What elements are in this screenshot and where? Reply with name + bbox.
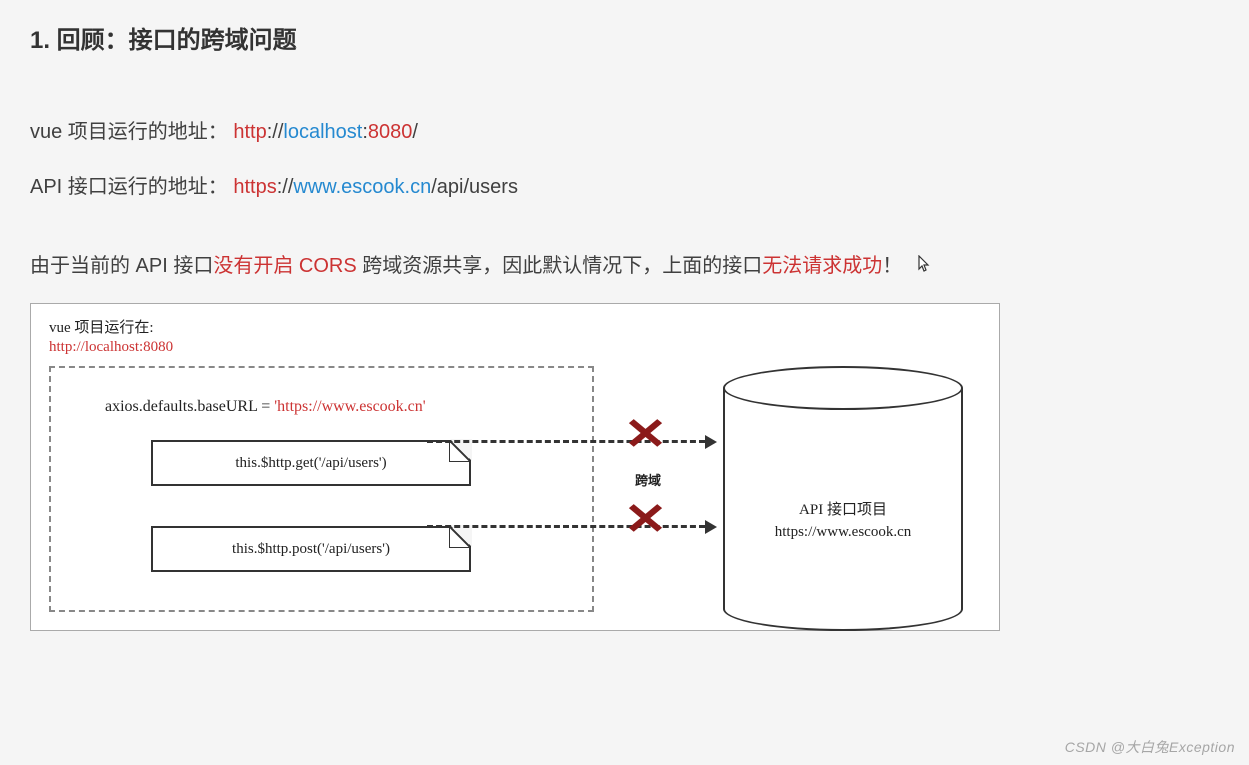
- axios-config: axios.defaults.baseURL = 'https://www.es…: [105, 398, 426, 416]
- request-card-post: this.$http.post('/api/users'): [151, 526, 471, 572]
- scheme: http: [233, 121, 266, 143]
- scheme: https: [233, 176, 276, 198]
- card-body: this.$http.post('/api/users'): [151, 526, 471, 572]
- port: 8080: [368, 121, 413, 143]
- card-text: this.$http.post('/api/users'): [232, 541, 390, 558]
- cross-domain-label: 跨域: [635, 470, 661, 489]
- card-text: this.$http.get('/api/users'): [235, 455, 386, 472]
- tail: /: [412, 121, 418, 143]
- client-box: axios.defaults.baseURL = 'https://www.es…: [49, 366, 594, 612]
- label: vue 项目运行的地址：: [30, 121, 228, 143]
- sep: ://: [267, 121, 284, 143]
- text: 跨域资源共享，因此默认情况下，上面的接口: [357, 255, 763, 277]
- axios-prefix: axios.defaults.baseURL =: [105, 398, 274, 415]
- diagram-frame: vue 项目运行在: http://localhost:8080 axios.d…: [30, 303, 1000, 631]
- fold-line-icon: [449, 526, 471, 548]
- emphasis: 无法请求成功: [762, 255, 882, 277]
- server-text: API 接口项目 https://www.escook.cn: [723, 499, 963, 544]
- fold-line-icon: [449, 440, 471, 462]
- vue-run-url: http://localhost:8080: [49, 339, 981, 356]
- axios-url: 'https://www.escook.cn': [274, 398, 425, 415]
- cross-icon: ✕: [623, 494, 667, 545]
- server-cylinder: API 接口项目 https://www.escook.cn: [723, 366, 963, 631]
- host: localhost: [283, 121, 362, 143]
- server-title: API 接口项目: [723, 499, 963, 522]
- server-url: https://www.escook.cn: [723, 521, 963, 544]
- request-card-get: this.$http.get('/api/users'): [151, 440, 471, 486]
- arrow-head-icon: [705, 520, 717, 534]
- text: ！: [882, 255, 902, 277]
- explanation-line: 由于当前的 API 接口没有开启 CORS 跨域资源共享，因此默认情况下，上面的…: [30, 249, 1219, 278]
- cursor-icon: [918, 255, 932, 278]
- tail: /api/users: [431, 176, 518, 198]
- card-body: this.$http.get('/api/users'): [151, 440, 471, 486]
- cylinder-top: [723, 366, 963, 410]
- cross-icon: ✕: [623, 409, 667, 460]
- vue-address-line: vue 项目运行的地址： http://localhost:8080/: [30, 115, 1219, 144]
- watermark: CSDN @大白兔Exception: [1065, 737, 1235, 757]
- label: API 接口运行的地址：: [30, 176, 228, 198]
- sep: ://: [277, 176, 294, 198]
- emphasis: 没有开启 CORS: [213, 255, 356, 277]
- host: www.escook.cn: [293, 176, 431, 198]
- text: 由于当前的 API 接口: [30, 255, 213, 277]
- page-title: 1. 回顾：接口的跨域问题: [30, 20, 1219, 55]
- arrow-head-icon: [705, 435, 717, 449]
- vue-run-label: vue 项目运行在:: [49, 316, 981, 337]
- api-address-line: API 接口运行的地址： https://www.escook.cn/api/u…: [30, 170, 1219, 199]
